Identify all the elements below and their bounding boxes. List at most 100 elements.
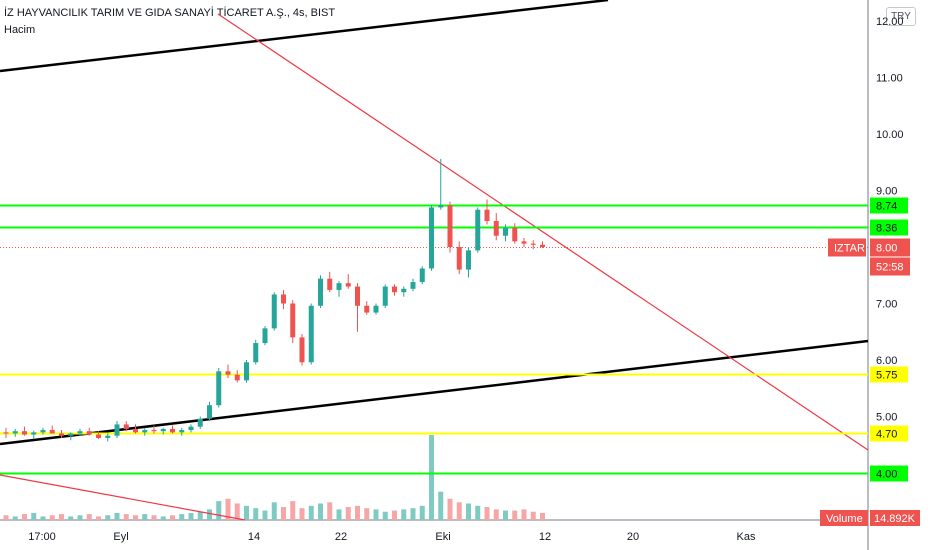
last-price-tag bbox=[870, 238, 910, 257]
price-axis-tick: 7.00 bbox=[876, 299, 897, 311]
level-label-5.75: 5.75 bbox=[876, 370, 897, 382]
trend-line-red-descending[interactable] bbox=[217, 13, 869, 451]
candle-body bbox=[151, 430, 157, 432]
level-tag-4.00 bbox=[870, 465, 908, 482]
candle-body bbox=[262, 328, 268, 344]
level-tag-8.74 bbox=[870, 197, 908, 214]
price-axis-tick: 5.00 bbox=[876, 412, 897, 424]
time-axis-tick: 17:00 bbox=[28, 531, 56, 543]
volume-bar bbox=[216, 501, 222, 520]
time-axis-tick: 20 bbox=[627, 531, 639, 543]
candle-body bbox=[96, 434, 101, 438]
volume-bar bbox=[68, 516, 74, 520]
candle-body bbox=[123, 424, 129, 429]
volume-bar bbox=[530, 511, 536, 520]
volume-bar bbox=[318, 503, 323, 520]
volume-bar bbox=[382, 511, 388, 520]
volume-bar bbox=[12, 516, 18, 520]
volume-bar bbox=[540, 512, 545, 520]
volume-bar bbox=[521, 509, 527, 520]
chart-header-indicator: Hacim bbox=[4, 24, 36, 36]
time-axis-tick: 22 bbox=[335, 531, 347, 543]
candle-body bbox=[521, 241, 527, 244]
candle-body bbox=[475, 209, 481, 251]
candle-body bbox=[382, 286, 388, 306]
candle-body bbox=[86, 431, 92, 435]
candle-body bbox=[59, 433, 64, 436]
volume-bar bbox=[419, 505, 425, 520]
volume-label-tag bbox=[820, 510, 868, 526]
candle-body bbox=[3, 432, 9, 434]
volume-bar bbox=[392, 510, 397, 520]
candle-body bbox=[12, 431, 18, 434]
time-axis-tick: 12 bbox=[539, 531, 551, 543]
candle-body bbox=[179, 430, 185, 433]
candle-body bbox=[466, 250, 471, 270]
candle-body bbox=[336, 283, 342, 290]
candle-body bbox=[207, 405, 212, 419]
volume-bar bbox=[475, 505, 481, 520]
trend-line-lower-black[interactable] bbox=[0, 339, 869, 446]
volume-bar bbox=[59, 514, 64, 520]
volume-bar bbox=[179, 514, 185, 520]
volume-bar bbox=[466, 503, 471, 520]
volume-bar bbox=[151, 515, 157, 520]
time-axis-tick: 14 bbox=[248, 531, 260, 543]
candle-body bbox=[133, 428, 138, 433]
volume-bar bbox=[512, 510, 518, 520]
currency-button[interactable]: TRY bbox=[886, 7, 916, 26]
volume-bar bbox=[244, 505, 249, 520]
candle-body bbox=[170, 428, 175, 433]
candle-body bbox=[438, 205, 444, 208]
price-axis-tick: 10.00 bbox=[876, 129, 904, 141]
volume-bar bbox=[373, 509, 379, 520]
volume-bar bbox=[327, 502, 333, 520]
candle-body bbox=[290, 303, 296, 338]
candle-body bbox=[512, 227, 518, 242]
volume-bar bbox=[49, 515, 55, 520]
volume-bar bbox=[77, 515, 83, 520]
volume-bar bbox=[401, 509, 407, 520]
volume-bar bbox=[160, 516, 166, 520]
volume-bar bbox=[336, 509, 342, 520]
level-label-8.74: 8.74 bbox=[876, 201, 897, 213]
candle-body bbox=[392, 286, 397, 293]
volume-bar bbox=[429, 435, 434, 520]
volume-bar bbox=[484, 507, 490, 520]
level-tag-8.36 bbox=[870, 219, 908, 236]
candle-body bbox=[308, 305, 314, 363]
volume-bar bbox=[253, 508, 259, 520]
level-label-8.36: 8.36 bbox=[876, 223, 897, 235]
volume-bar bbox=[355, 505, 360, 520]
candle-body bbox=[318, 278, 323, 306]
trend-line-red-lower[interactable] bbox=[0, 474, 246, 521]
volume-bar bbox=[299, 508, 305, 520]
candle-body bbox=[271, 294, 277, 329]
volume-bar bbox=[262, 510, 268, 520]
volume-bar bbox=[188, 512, 194, 520]
candle-body bbox=[234, 374, 240, 381]
volume-bar bbox=[503, 510, 508, 520]
candle-body bbox=[456, 247, 462, 270]
volume-bar bbox=[22, 514, 27, 520]
candle-body bbox=[225, 371, 231, 375]
candle-body bbox=[484, 209, 490, 222]
volume-value: 14.892K bbox=[874, 513, 916, 525]
candle-body bbox=[410, 282, 416, 289]
candle-body bbox=[244, 362, 249, 381]
volume-bar bbox=[364, 508, 370, 520]
candle-body bbox=[188, 426, 194, 431]
candle-body bbox=[364, 305, 370, 313]
volume-bar bbox=[86, 514, 92, 520]
volume-bar bbox=[133, 515, 138, 520]
volume-bar bbox=[207, 509, 212, 520]
trend-line-upper-black[interactable] bbox=[0, 0, 609, 73]
last-price-value: 8.00 bbox=[876, 243, 897, 255]
volume-bar bbox=[3, 515, 9, 520]
volume-bar bbox=[345, 507, 351, 520]
candle-body bbox=[40, 430, 46, 433]
candle-body bbox=[493, 221, 499, 236]
candle-body bbox=[327, 278, 333, 290]
candle-body bbox=[447, 205, 453, 247]
